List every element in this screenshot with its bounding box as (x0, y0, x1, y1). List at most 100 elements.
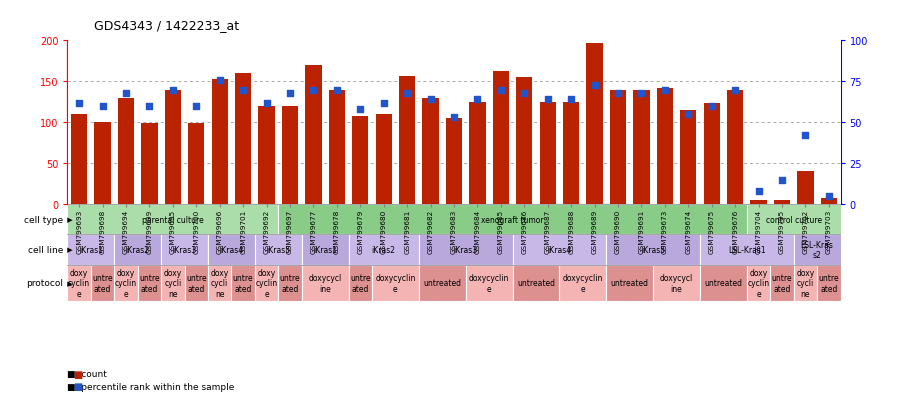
Bar (516, 78, 532, 205)
Point (447, 115, 461, 121)
Text: untreated: untreated (517, 279, 555, 288)
Bar (184, 265, 208, 301)
Text: protocol: protocol (26, 279, 63, 288)
Point (95, 103, 110, 110)
Point (423, 97, 438, 103)
Point (377, 100, 391, 107)
Text: untre
ated: untre ated (771, 273, 792, 293)
Bar (539, 102, 556, 205)
Text: parental culture: parental culture (142, 215, 204, 224)
Point (587, 82, 601, 89)
Point (212, 77, 227, 84)
Text: doxy
cyclin
e: doxy cyclin e (255, 268, 278, 298)
Text: doxycyclin
e: doxycyclin e (375, 273, 415, 293)
Bar (654, 265, 700, 301)
Text: doxycyclin
e: doxycyclin e (563, 273, 603, 293)
Point (798, 133, 813, 140)
Text: iKras2: iKras2 (371, 245, 396, 254)
Text: iKras4: iKras4 (547, 245, 572, 254)
Bar (446, 119, 462, 205)
Point (236, 87, 250, 94)
Bar (419, 265, 466, 301)
Point (494, 87, 508, 94)
Bar (493, 71, 509, 205)
Bar (747, 205, 841, 235)
Text: untreated: untreated (610, 279, 649, 288)
Point (353, 107, 368, 113)
Bar (770, 265, 794, 301)
Point (142, 103, 156, 110)
Bar (254, 235, 302, 265)
Bar (419, 235, 512, 265)
Bar (329, 90, 345, 205)
Bar (794, 235, 841, 265)
Bar (680, 111, 697, 205)
Bar (165, 90, 181, 205)
Text: ▶: ▶ (65, 217, 72, 223)
Point (610, 90, 625, 97)
Text: untreated: untreated (423, 279, 461, 288)
Text: ■: ■ (73, 381, 82, 391)
Text: untre
ated: untre ated (350, 273, 370, 293)
Text: iKras5: iKras5 (266, 245, 290, 254)
Bar (67, 235, 114, 265)
Text: iKras1: iKras1 (313, 245, 337, 254)
Text: iKras3: iKras3 (173, 245, 197, 254)
Bar (700, 265, 747, 301)
Text: untreated: untreated (705, 279, 743, 288)
Text: doxy
cycli
ne: doxy cycli ne (164, 268, 182, 298)
Text: ■  percentile rank within the sample: ■ percentile rank within the sample (67, 382, 235, 391)
Text: untre
ated: untre ated (280, 273, 300, 293)
Bar (67, 265, 91, 301)
Text: untre
ated: untre ated (818, 273, 839, 293)
Point (283, 90, 298, 97)
Bar (559, 265, 606, 301)
Bar (372, 265, 419, 301)
Text: doxy
cycli
ne: doxy cycli ne (797, 268, 814, 298)
Text: ■: ■ (73, 369, 82, 379)
Text: ▶: ▶ (65, 247, 72, 253)
Point (400, 90, 414, 97)
Point (658, 87, 672, 94)
Text: untre
ated: untre ated (139, 273, 160, 293)
Point (822, 193, 836, 200)
Bar (349, 235, 419, 265)
Bar (302, 235, 349, 265)
Text: ■  count: ■ count (67, 369, 107, 378)
Bar (376, 115, 392, 205)
Point (705, 103, 719, 110)
Bar (118, 98, 134, 205)
Bar (306, 66, 322, 205)
Text: iKras2: iKras2 (126, 245, 150, 254)
Bar (751, 201, 767, 205)
Point (775, 177, 789, 183)
Text: control culture: control culture (766, 215, 822, 224)
Bar (208, 235, 254, 265)
Bar (469, 102, 485, 205)
Point (330, 87, 344, 94)
Bar (208, 265, 231, 301)
Bar (399, 76, 415, 205)
Point (189, 103, 203, 110)
Text: untre
ated: untre ated (186, 273, 207, 293)
Text: doxy
cyclin
e: doxy cyclin e (68, 268, 90, 298)
Point (165, 87, 180, 94)
Text: doxy
cyclin
e: doxy cyclin e (747, 268, 770, 298)
Point (260, 100, 274, 107)
Point (634, 90, 648, 97)
Text: ▶: ▶ (65, 280, 72, 286)
Point (681, 112, 696, 118)
Text: cell line: cell line (28, 245, 63, 254)
Bar (281, 107, 298, 205)
Bar (231, 265, 254, 301)
Bar (161, 235, 208, 265)
Text: doxycycl
ine: doxycycl ine (660, 273, 693, 293)
Bar (704, 104, 720, 205)
Text: doxy
cyclin
e: doxy cyclin e (115, 268, 137, 298)
Bar (610, 90, 627, 205)
Point (540, 97, 555, 103)
Bar (349, 265, 372, 301)
Text: untre
ated: untre ated (233, 273, 254, 293)
Text: LSL-Kras1: LSL-Kras1 (728, 245, 766, 254)
Bar (258, 107, 275, 205)
